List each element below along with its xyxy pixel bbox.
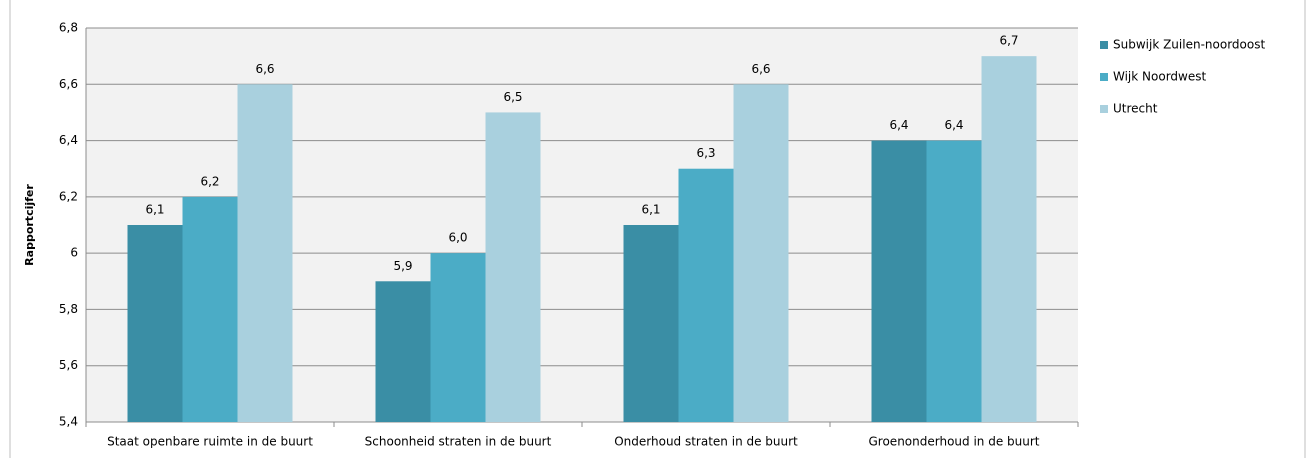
- data-label: 6,5: [503, 90, 522, 104]
- legend-label: Wijk Noordwest: [1113, 70, 1206, 84]
- bar: [981, 56, 1037, 423]
- x-tick-label: Staat openbare ruimte in de buurt: [107, 435, 313, 449]
- data-label: 6,6: [255, 62, 274, 76]
- bar: [375, 281, 431, 422]
- y-tick-label: 6: [70, 246, 78, 260]
- y-tick-label: 5,6: [59, 358, 78, 372]
- bar: [926, 140, 982, 423]
- data-label: 6,6: [751, 62, 770, 76]
- legend-swatch: [1100, 73, 1108, 81]
- y-tick-label: 6,6: [59, 77, 78, 91]
- x-tick-label: Onderhoud straten in de buurt: [614, 435, 798, 449]
- bar: [237, 84, 293, 423]
- chart-frame: [9, 0, 1306, 458]
- y-tick-label: 6,4: [59, 133, 78, 147]
- y-tick-label: 5,4: [59, 415, 78, 429]
- x-tick-label: Schoonheid straten in de buurt: [365, 435, 552, 449]
- bar: [733, 84, 789, 423]
- bar: [127, 225, 183, 422]
- bar: [485, 112, 541, 422]
- bar: [182, 196, 238, 422]
- data-label: 6,1: [641, 203, 660, 217]
- data-label: 6,2: [200, 174, 219, 188]
- y-tick-label: 6,8: [59, 21, 78, 35]
- data-label: 6,4: [944, 118, 963, 132]
- data-label: 6,0: [448, 231, 467, 245]
- legend-swatch: [1100, 105, 1108, 113]
- data-label: 6,3: [696, 146, 715, 160]
- y-tick-label: 5,8: [59, 302, 78, 316]
- data-label: 6,4: [889, 118, 908, 132]
- y-tick-label: 6,2: [59, 189, 78, 203]
- bar: [871, 140, 927, 423]
- bar: [430, 253, 486, 422]
- bar: [623, 225, 679, 422]
- data-label: 6,7: [999, 34, 1018, 48]
- data-label: 5,9: [393, 259, 412, 273]
- legend-swatch: [1100, 41, 1108, 49]
- legend-label: Subwijk Zuilen-noordoost: [1113, 38, 1265, 52]
- data-label: 6,1: [145, 203, 164, 217]
- legend-label: Utrecht: [1113, 102, 1158, 116]
- y-axis-label: Rapportcijfer: [23, 184, 36, 266]
- x-tick-label: Groenonderhoud in de buurt: [869, 435, 1040, 449]
- bar: [678, 168, 734, 422]
